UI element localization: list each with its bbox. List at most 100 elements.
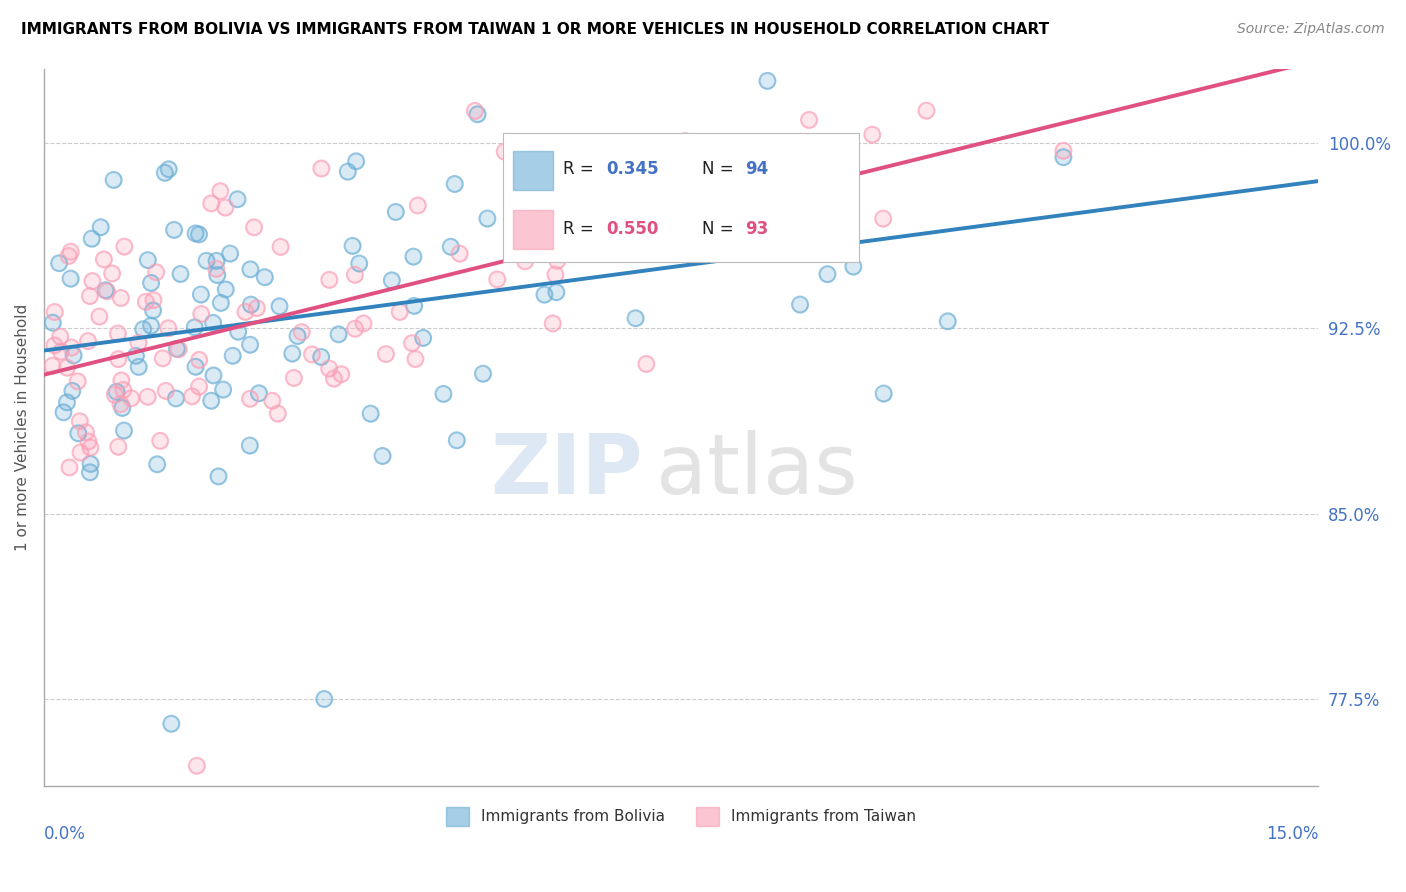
Point [404,351,426,366]
Point [624,311,647,326]
Point [789,297,811,311]
Point [190,307,212,321]
Point [69,414,91,428]
Point [598,236,620,251]
Point [49,329,72,343]
Point [472,367,495,381]
Point [139,318,162,333]
Point [440,240,463,254]
Point [59,271,82,285]
Point [371,449,394,463]
Point [209,184,232,198]
Point [93,252,115,267]
Point [344,322,367,336]
Point [41,359,63,373]
Point [541,317,564,331]
Point [105,384,128,399]
Point [287,329,309,343]
Point [94,283,117,297]
Point [247,386,270,401]
Point [165,392,187,406]
Point [486,272,509,286]
Point [167,343,190,357]
Point [309,350,332,364]
Point [205,253,228,268]
Point [96,285,118,299]
Point [1052,150,1074,164]
Point [311,161,333,176]
Point [235,305,257,319]
Point [765,178,787,193]
Point [401,336,423,351]
Point [169,267,191,281]
Point [104,388,127,402]
Point [184,227,207,241]
Point [152,351,174,366]
Point [527,213,550,227]
Point [636,357,658,371]
Point [44,338,66,352]
Point [765,178,787,193]
Point [205,261,228,276]
Point [56,395,79,409]
Point [682,206,704,220]
Point [239,438,262,452]
Point [235,305,257,319]
Point [472,367,495,381]
Point [330,367,353,381]
Point [184,227,207,241]
Point [226,325,249,339]
Point [374,347,396,361]
Point [128,359,150,374]
Point [336,164,359,178]
Point [200,196,222,211]
Point [59,244,82,259]
Point [56,360,79,375]
Point [328,327,350,342]
Point [188,227,211,242]
Point [77,334,100,348]
Point [135,294,157,309]
Point [226,325,249,339]
Point [253,270,276,285]
Point [797,112,820,127]
Point [388,305,411,319]
Point [449,246,471,260]
Point [77,434,100,449]
Text: Source: ZipAtlas.com: Source: ZipAtlas.com [1237,22,1385,37]
Point [239,438,262,452]
Point [212,383,235,397]
Point [58,460,80,475]
Point [374,347,396,361]
Point [544,268,567,282]
Point [120,391,142,405]
Point [267,407,290,421]
Point [404,299,426,313]
Point [166,342,188,356]
Point [207,469,229,483]
Point [253,270,276,285]
Point [59,271,82,285]
Point [58,249,80,263]
Point [464,103,486,118]
Point [936,314,959,328]
Point [69,445,91,459]
Legend: Immigrants from Bolivia, Immigrants from Taiwan: Immigrants from Bolivia, Immigrants from… [440,801,922,831]
Point [62,348,84,362]
Point [153,166,176,180]
Point [60,341,83,355]
Point [860,128,883,142]
Point [860,128,883,142]
Point [323,371,346,385]
Point [239,337,262,351]
Point [139,276,162,290]
Point [239,392,262,406]
Point [756,74,779,88]
Point [347,256,370,270]
Point [111,401,134,415]
Point [188,227,211,242]
Point [328,327,350,342]
Point [160,716,183,731]
Point [440,240,463,254]
Point [184,359,207,374]
